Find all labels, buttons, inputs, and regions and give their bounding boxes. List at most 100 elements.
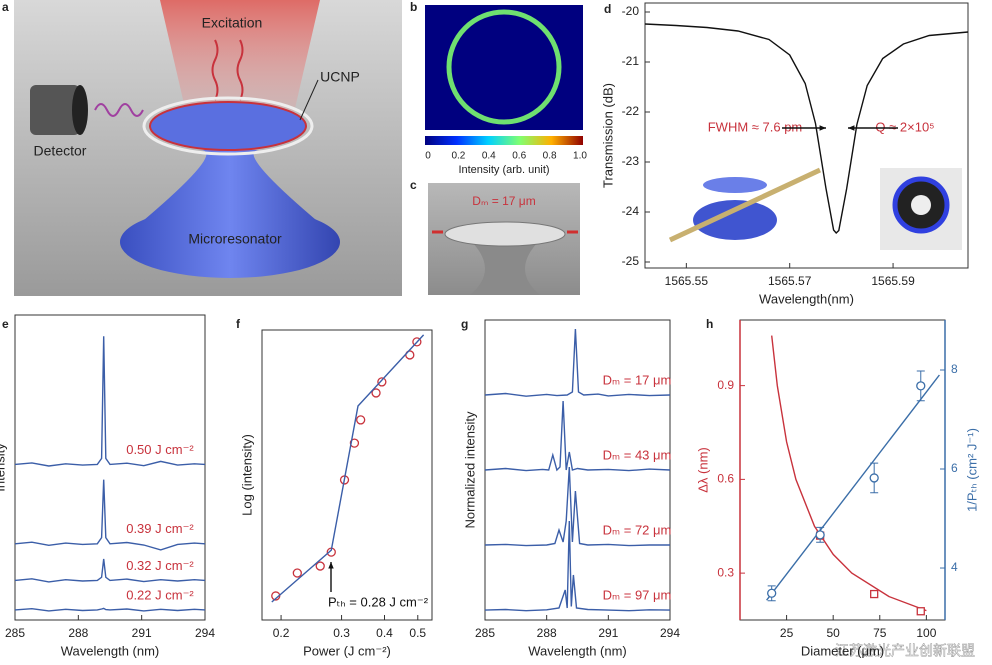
- point: [870, 589, 879, 599]
- inset-disk: [703, 177, 767, 193]
- series-line: [14, 479, 206, 551]
- series-line: [484, 520, 671, 612]
- point: [371, 388, 381, 398]
- colorbar-tick-label: 1.0: [573, 151, 587, 162]
- x-tick-label: 285: [475, 626, 495, 640]
- arrow-head: [848, 125, 855, 131]
- x-tick-label: 100: [916, 626, 936, 640]
- x-axis-label: Power (J cm⁻²): [303, 643, 391, 658]
- series-line: [484, 466, 670, 547]
- mode-ring: [446, 9, 562, 125]
- y-tick-label: 0.9: [717, 378, 734, 392]
- series-label: 0.50 J cm⁻²: [126, 442, 194, 457]
- y2-axis-label: 1/Pₜₕ (cm² J⁻¹): [964, 428, 979, 512]
- point: [315, 561, 325, 571]
- x-tick-label: 50: [827, 626, 841, 640]
- illustration-b: [425, 5, 583, 145]
- inset-d: [668, 167, 962, 250]
- pointer: [299, 79, 319, 121]
- colorbar-tick-label: 0.2: [451, 151, 465, 162]
- x-tick-label: 294: [660, 626, 680, 640]
- wave: [236, 39, 244, 101]
- pillar: [470, 240, 540, 295]
- y2-tick-label: 6: [951, 461, 958, 475]
- label: UCNP: [320, 69, 360, 85]
- y-axis-label: Transmission (dB): [600, 83, 615, 188]
- colorbar-tick-label: 0.4: [482, 151, 496, 162]
- point: [916, 381, 926, 391]
- y-tick-label: -24: [622, 204, 640, 218]
- panel-label: b: [410, 0, 417, 14]
- y-tick-label: 0.3: [717, 565, 734, 579]
- inset-resonator: [693, 200, 777, 240]
- wave: [211, 39, 219, 101]
- panel-label: e: [2, 317, 9, 331]
- series-line: [14, 336, 206, 467]
- x-tick-label: 0.5: [409, 626, 426, 640]
- y-tick-label: -25: [622, 254, 640, 268]
- y2-tick-label: 4: [951, 560, 958, 574]
- diameter-label: Dₘ = 17 μm: [472, 194, 535, 208]
- resonator-foot: [120, 206, 340, 278]
- x-axis-label: Diameter (μm): [801, 643, 884, 658]
- y-axis-label: Log (intensity): [239, 434, 254, 516]
- x-tick-label: 294: [195, 626, 215, 640]
- series-line: [484, 328, 671, 397]
- x-tick-label: 25: [780, 626, 794, 640]
- y-tick-label: -23: [622, 154, 640, 168]
- point: [767, 588, 777, 598]
- colorbar-tick-label: 0: [425, 151, 431, 162]
- panel-label: f: [236, 317, 241, 331]
- label: Detector: [34, 143, 87, 159]
- excitation-beam: [160, 0, 320, 130]
- x-tick-label: 291: [598, 626, 618, 640]
- panel-label: c: [410, 178, 417, 192]
- y-tick-label: -20: [622, 4, 640, 18]
- colorbar-tick-label: 0.8: [543, 151, 557, 162]
- series-line: [271, 334, 425, 603]
- illustration-c: [428, 183, 580, 295]
- x-axis-label: Wavelength (nm): [528, 643, 627, 658]
- annotation: Pₜₕ = 0.28 J cm⁻²: [328, 594, 429, 609]
- x-axis-label: Wavelength(nm): [759, 291, 854, 306]
- arrow-head: [328, 562, 334, 569]
- label: Microresonator: [188, 231, 282, 247]
- series-line: [484, 400, 671, 472]
- x-tick-label: 75: [873, 626, 887, 640]
- resonator-disk: [149, 101, 307, 151]
- emission-wave: [94, 103, 144, 117]
- series-line: [14, 607, 206, 612]
- x-tick-label: 285: [5, 626, 25, 640]
- axis-frame: [261, 329, 433, 621]
- x-tick-label: 288: [537, 626, 557, 640]
- axis-frame: [14, 314, 206, 621]
- y-tick-label: 0.6: [717, 472, 734, 486]
- disk: [444, 221, 566, 247]
- x-tick-label: 0.2: [273, 626, 290, 640]
- annotation: FWHM ≈ 7.6 pm: [708, 119, 803, 134]
- series-label: Dₘ = 43 μm: [603, 447, 672, 462]
- series-line: [644, 23, 969, 235]
- point: [356, 415, 366, 425]
- detector-body: [30, 85, 80, 135]
- colorbar-label: Intensity (arb. unit): [458, 164, 549, 176]
- colorbar-tick-label: 0.6: [512, 151, 526, 162]
- series-line: [766, 374, 940, 601]
- panel-label: g: [461, 317, 468, 331]
- series-label: 0.22 J cm⁻²: [126, 587, 194, 602]
- inset-center: [911, 195, 931, 215]
- series-label: Dₘ = 72 μm: [603, 522, 672, 537]
- ucnp-ring: [142, 96, 314, 156]
- series-label: Dₘ = 17 μm: [603, 372, 672, 387]
- annotation: Q ≈ 2×10⁵: [875, 119, 934, 134]
- x-tick-label: 291: [132, 626, 152, 640]
- y-axis-label: Intensity: [0, 443, 7, 492]
- arrow-head: [819, 125, 826, 131]
- colorbar: [425, 136, 583, 145]
- series-label: Dₘ = 97 μm: [603, 588, 672, 603]
- panel-label: h: [706, 317, 713, 331]
- point: [815, 530, 825, 540]
- detector-lens: [72, 85, 88, 135]
- point: [916, 607, 925, 616]
